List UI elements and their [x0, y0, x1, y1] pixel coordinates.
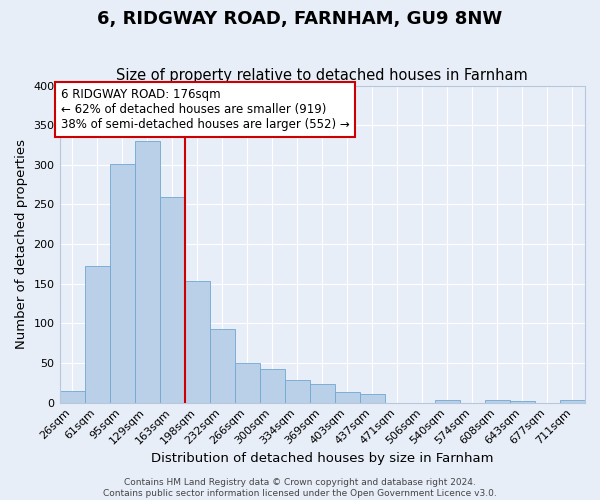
Text: 6 RIDGWAY ROAD: 176sqm
← 62% of detached houses are smaller (919)
38% of semi-de: 6 RIDGWAY ROAD: 176sqm ← 62% of detached… — [61, 88, 350, 131]
Bar — [560, 400, 585, 402]
Bar — [134, 141, 160, 403]
X-axis label: Distribution of detached houses by size in Farnham: Distribution of detached houses by size … — [151, 452, 494, 465]
Bar — [285, 380, 310, 402]
Bar — [209, 329, 235, 402]
Title: Size of property relative to detached houses in Farnham: Size of property relative to detached ho… — [116, 68, 528, 83]
Bar — [360, 394, 385, 402]
Text: Contains HM Land Registry data © Crown copyright and database right 2024.
Contai: Contains HM Land Registry data © Crown c… — [103, 478, 497, 498]
Bar — [59, 391, 85, 402]
Bar — [435, 400, 460, 402]
Bar — [85, 266, 110, 402]
Bar — [260, 370, 285, 402]
Bar — [310, 384, 335, 402]
Bar — [485, 400, 510, 402]
Bar — [110, 164, 134, 402]
Y-axis label: Number of detached properties: Number of detached properties — [15, 139, 28, 349]
Bar — [510, 401, 535, 402]
Bar — [235, 363, 260, 403]
Bar — [335, 392, 360, 402]
Bar — [160, 198, 185, 402]
Text: 6, RIDGWAY ROAD, FARNHAM, GU9 8NW: 6, RIDGWAY ROAD, FARNHAM, GU9 8NW — [97, 10, 503, 28]
Bar — [185, 282, 209, 403]
